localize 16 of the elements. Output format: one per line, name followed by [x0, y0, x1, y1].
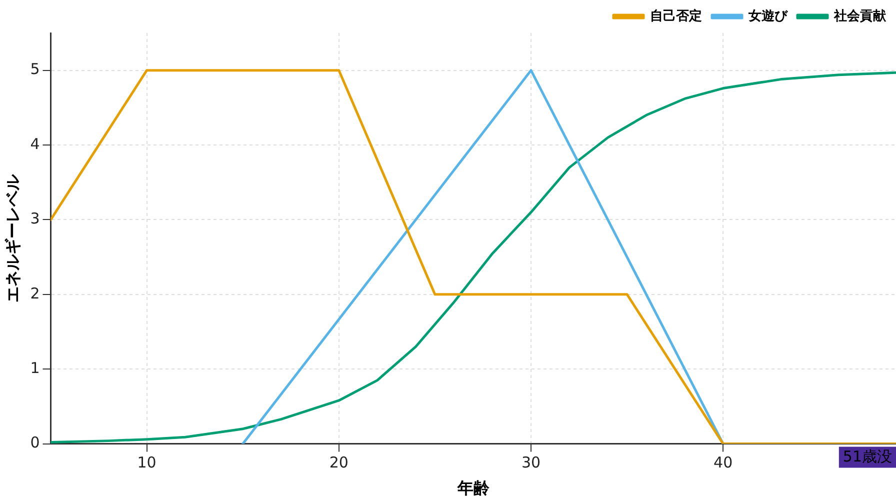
y-tick-label: 5	[30, 60, 40, 78]
text: 51歳没	[842, 448, 892, 466]
legend-label: 社会貢献	[833, 8, 887, 24]
x-tick-label: 40	[714, 454, 733, 472]
legend-label: 自己否定	[650, 8, 702, 24]
y-tick-label: 3	[30, 210, 40, 228]
x-tick-label: 20	[329, 454, 348, 472]
legend-label: 女遊び	[748, 8, 788, 24]
x-tick-label: 30	[521, 454, 541, 472]
y-tick-label: 1	[30, 359, 40, 377]
y-tick-label: 4	[30, 134, 40, 153]
x-axis-title: 年齢	[456, 478, 490, 498]
y-axis-title: エネルギーレベル	[2, 173, 22, 302]
y-tick-label: 2	[30, 284, 40, 302]
y-tick-label: 0	[30, 434, 40, 452]
x-tick-label: 10	[137, 454, 156, 472]
